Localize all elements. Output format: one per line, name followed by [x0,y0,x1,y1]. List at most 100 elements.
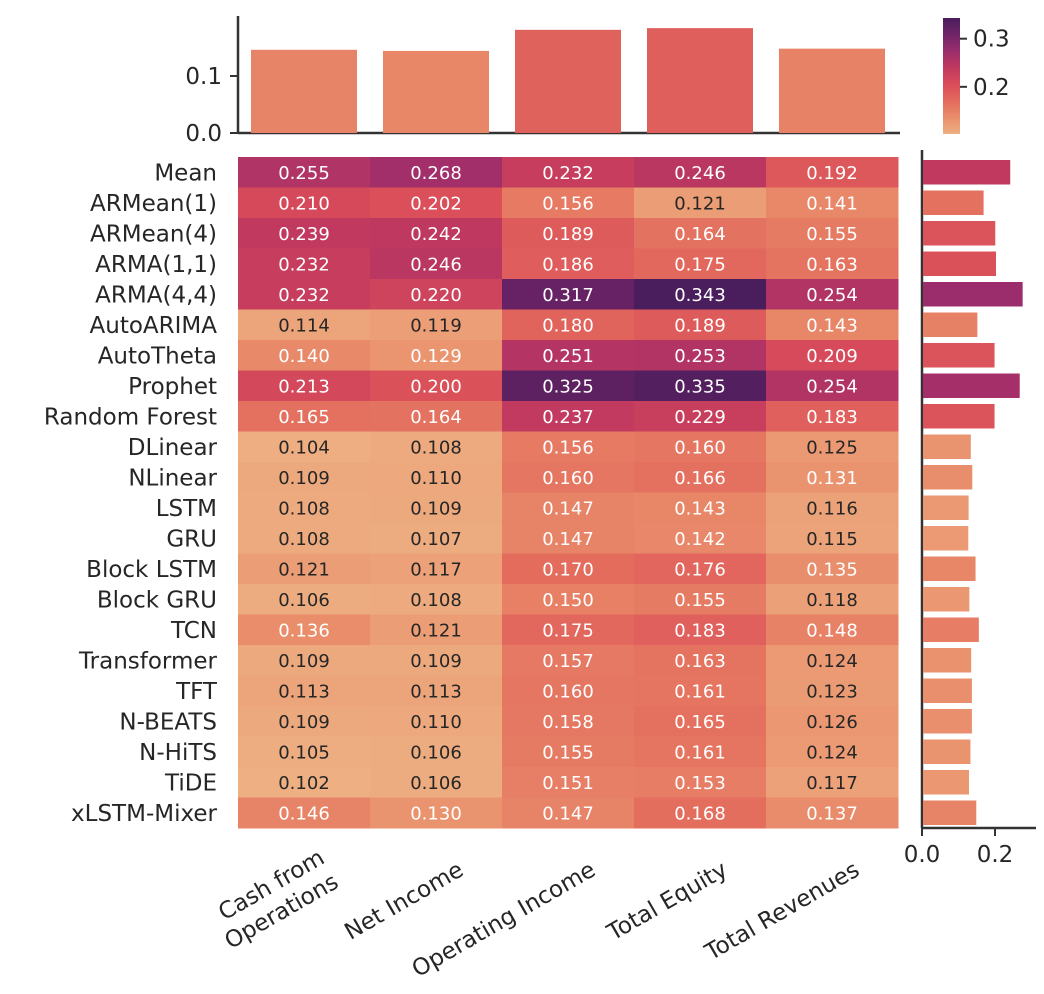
row-label: AutoTheta [98,343,217,369]
colorbar-tick-label: 0.2 [973,75,1010,101]
row-label: Transformer [78,648,218,674]
row-label: ARMean(1) [90,191,217,217]
heatmap-cell [766,736,899,768]
cell-value-label: 0.117 [806,773,858,794]
heatmap-cell [238,218,371,249]
cell-value-label: 0.106 [410,742,462,763]
heatmap-cell [634,523,767,554]
cell-value-label: 0.176 [674,559,726,580]
cell-value-label: 0.109 [410,498,462,519]
cell-value-label: 0.124 [806,742,858,763]
right-marginal-bar [923,160,1011,185]
right-marginal-bar [923,526,969,551]
cell-value-label: 0.105 [278,742,330,763]
cell-value-label: 0.116 [806,498,858,519]
cell-value-label: 0.229 [674,407,726,428]
heatmap-cell [766,797,899,829]
cell-value-label: 0.343 [674,285,726,306]
cell-value-label: 0.147 [542,529,594,550]
heatmap-cell [634,309,767,341]
right-marginal-bar [923,373,1020,398]
heatmap-cell [238,553,371,585]
cell-value-label: 0.202 [410,193,462,214]
cell-value-label: 0.253 [674,346,726,367]
cell-value-label: 0.147 [542,803,594,824]
cell-value-label: 0.158 [542,712,594,733]
heatmap-cell [766,523,899,554]
cell-value-label: 0.123 [806,681,858,702]
heatmap-cell [370,370,503,402]
cell-value-label: 0.209 [806,346,858,367]
right-marginal-bar [923,739,971,764]
cell-value-label: 0.317 [542,285,594,306]
right-x-tick-label: 0.2 [977,842,1014,868]
heatmap-cell [370,614,503,646]
top-y-tick-label: 0.0 [185,121,222,147]
cell-value-label: 0.108 [410,437,462,458]
heatmap-cell [766,218,899,249]
cell-value-label: 0.109 [278,468,330,489]
heatmap-cell [502,340,635,371]
row-label: Random Forest [44,404,217,430]
heatmap-cell [238,706,371,737]
cell-value-label: 0.137 [806,803,858,824]
cell-value-label: 0.160 [674,437,726,458]
top-marginal-bar [515,29,621,133]
heatmap-cell [634,431,767,463]
right-x-tick-label: 0.0 [904,842,941,868]
right-marginal-bar [923,770,969,795]
heatmap-cell [238,248,371,280]
cell-value-label: 0.164 [674,224,726,245]
row-label: TCN [170,618,217,644]
right-marginal-bar [923,404,995,429]
cell-value-label: 0.136 [278,620,330,641]
row-label: Mean [154,160,217,186]
heatmap-cell [238,401,371,432]
heatmap-cell [238,370,371,402]
heatmap-cell [766,340,899,371]
cell-value-label: 0.325 [542,376,594,397]
cell-value-label: 0.146 [278,803,330,824]
heatmap-cell [370,645,503,676]
heatmap-cell [370,218,503,249]
cell-value-label: 0.140 [278,346,330,367]
top-marginal-bar [251,49,357,133]
top-marginal-bar [383,50,489,133]
heatmap-cell [238,157,371,188]
right-marginal-bar [923,678,972,703]
heatmap-cell [502,401,635,432]
cell-value-label: 0.155 [542,742,594,763]
cell-value-label: 0.170 [542,559,594,580]
cell-value-label: 0.153 [674,773,726,794]
heatmap-cell [370,431,503,463]
heatmap-cell [766,370,899,402]
row-label: ARMean(4) [90,221,217,247]
heatmap-cell [238,462,371,493]
row-label: TiDE [164,770,217,796]
cell-value-label: 0.129 [410,346,462,367]
cell-value-label: 0.186 [542,254,594,275]
heatmap-cell [370,675,503,707]
cell-value-label: 0.109 [278,712,330,733]
cell-value-label: 0.155 [806,224,858,245]
cell-value-label: 0.121 [674,193,726,214]
heatmap-cell [766,706,899,737]
column-label: Cash fromOperations [206,845,343,955]
heatmap-cell [370,279,503,310]
heatmap-cell [502,431,635,463]
right-marginal-bar [923,465,973,490]
heatmap-cell [238,187,371,219]
heatmap-cell [370,248,503,280]
right-marginal-bar [923,221,996,246]
cell-value-label: 0.143 [674,498,726,519]
cell-value-label: 0.232 [278,254,330,275]
heatmap-cell [634,614,767,646]
heatmap-cell [502,248,635,280]
top-y-tick-label: 0.1 [185,64,222,90]
cell-value-label: 0.232 [278,285,330,306]
cell-value-label: 0.210 [278,193,330,214]
heatmap-cell [766,645,899,676]
heatmap-cell [370,523,503,554]
heatmap-cell [634,370,767,402]
right-marginal-bar [923,251,996,276]
